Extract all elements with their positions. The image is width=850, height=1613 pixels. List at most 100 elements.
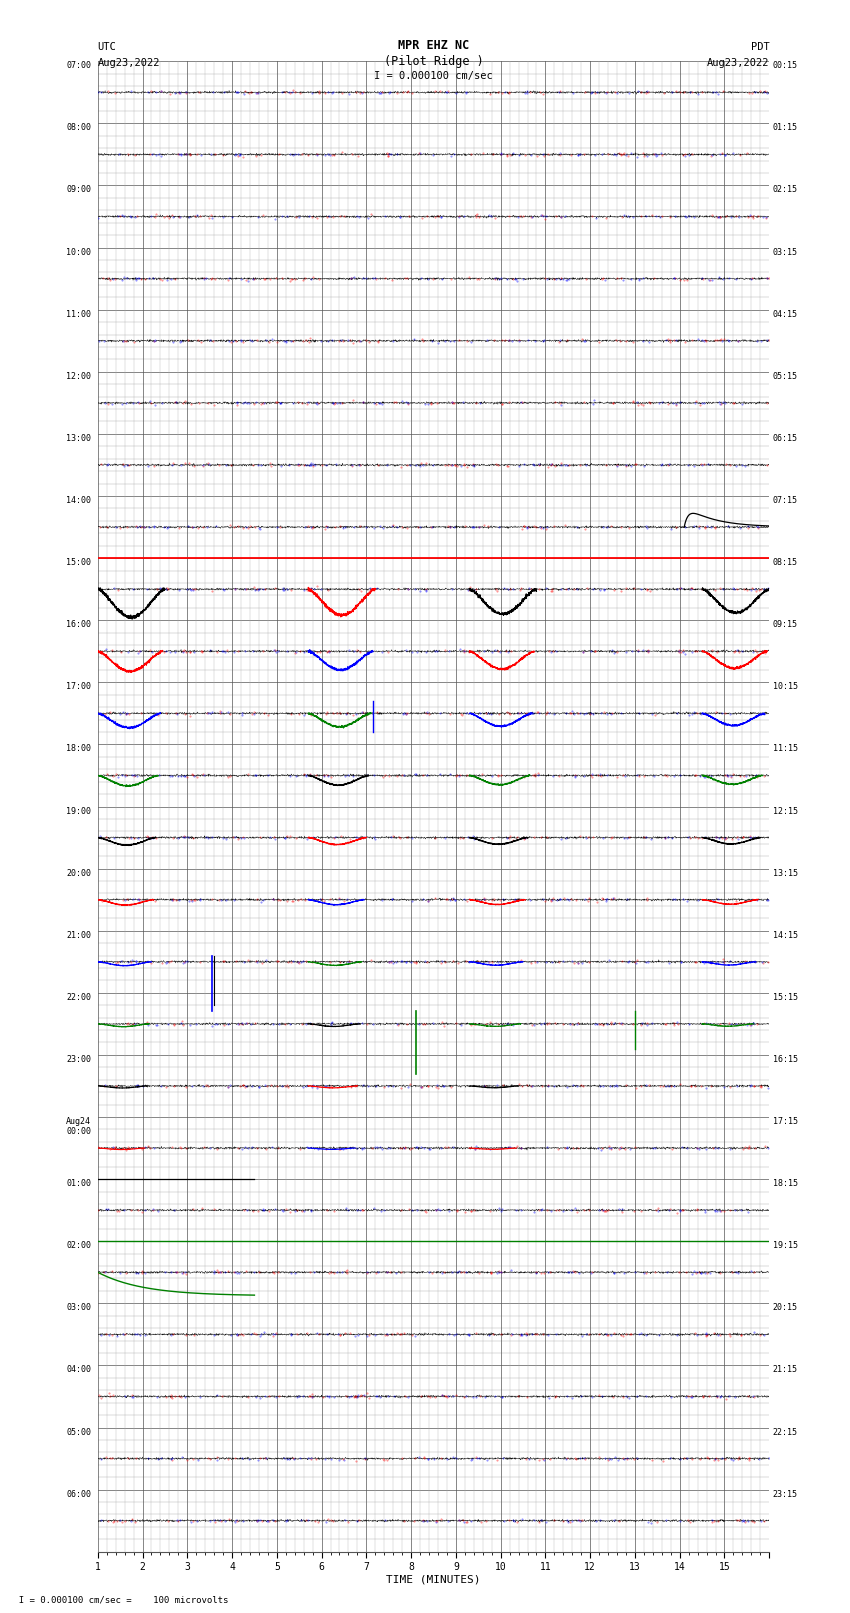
Point (559, 824, 573, 850)
Point (342, 948, 355, 974)
Point (507, 140, 520, 166)
Point (258, 576, 272, 602)
Point (128, 1321, 142, 1347)
Point (616, 1323, 630, 1348)
Point (133, 887, 146, 913)
Point (180, 576, 194, 602)
Point (105, 392, 119, 418)
Point (527, 1507, 541, 1532)
Point (227, 887, 241, 913)
Point (710, 205, 723, 231)
Point (177, 639, 190, 665)
Point (502, 1134, 516, 1160)
Point (119, 1260, 133, 1286)
Point (178, 1258, 192, 1284)
Point (421, 1384, 434, 1410)
Point (619, 453, 632, 479)
Point (306, 265, 320, 290)
Point (717, 266, 730, 292)
Point (446, 948, 460, 974)
Point (275, 203, 289, 229)
Point (290, 639, 303, 665)
Point (398, 266, 411, 292)
Point (589, 1508, 603, 1534)
Point (502, 1507, 516, 1532)
Point (162, 576, 175, 602)
Point (263, 1198, 276, 1224)
Text: 11:00: 11:00 (66, 310, 91, 319)
Point (239, 1134, 252, 1160)
Text: 02:15: 02:15 (773, 185, 797, 195)
Point (285, 702, 298, 727)
Point (286, 327, 300, 353)
Point (196, 761, 209, 787)
Point (543, 1447, 557, 1473)
Point (507, 1508, 520, 1534)
Point (270, 948, 284, 974)
Point (552, 763, 566, 789)
Point (154, 1073, 167, 1098)
Point (293, 1137, 307, 1163)
Point (247, 390, 261, 416)
Point (445, 1445, 459, 1471)
Point (152, 763, 166, 789)
Point (559, 576, 573, 602)
Point (394, 389, 408, 415)
Point (326, 1010, 339, 1036)
Point (494, 266, 507, 292)
Point (663, 329, 677, 355)
Point (485, 826, 499, 852)
Point (500, 144, 513, 169)
Point (446, 390, 460, 416)
Point (116, 203, 129, 229)
Point (728, 390, 741, 416)
Point (571, 950, 585, 976)
Point (306, 515, 320, 540)
Point (354, 579, 368, 605)
Point (553, 390, 567, 416)
Point (95, 887, 109, 913)
Point (368, 826, 382, 852)
Point (292, 452, 306, 477)
Point (231, 513, 245, 539)
Point (338, 1507, 352, 1532)
Point (439, 950, 452, 976)
Point (752, 700, 766, 726)
Point (259, 1445, 273, 1471)
Point (246, 639, 260, 665)
Point (693, 392, 706, 418)
Point (101, 1508, 115, 1534)
Point (396, 79, 410, 105)
Point (299, 327, 313, 353)
Point (722, 1321, 735, 1347)
Point (756, 948, 769, 974)
Point (744, 1073, 757, 1098)
Point (628, 1260, 642, 1286)
Point (182, 513, 196, 539)
Point (244, 79, 258, 105)
Point (253, 516, 267, 542)
Point (544, 1197, 558, 1223)
Point (566, 1136, 580, 1161)
Point (321, 1507, 335, 1532)
Point (719, 826, 733, 852)
Point (618, 1136, 632, 1161)
Point (332, 1136, 346, 1161)
Point (253, 1386, 267, 1411)
Point (539, 206, 552, 232)
Point (596, 824, 609, 850)
Point (221, 765, 235, 790)
Text: 14:15: 14:15 (773, 931, 797, 940)
Point (246, 266, 259, 292)
Point (249, 1384, 263, 1410)
Point (228, 1260, 241, 1286)
Point (180, 948, 194, 974)
Point (540, 824, 553, 850)
Point (258, 700, 271, 726)
Point (741, 1136, 755, 1161)
Point (349, 1197, 363, 1223)
Point (663, 1197, 677, 1223)
Point (159, 639, 173, 665)
Point (733, 515, 746, 540)
Text: 20:00: 20:00 (66, 868, 91, 877)
